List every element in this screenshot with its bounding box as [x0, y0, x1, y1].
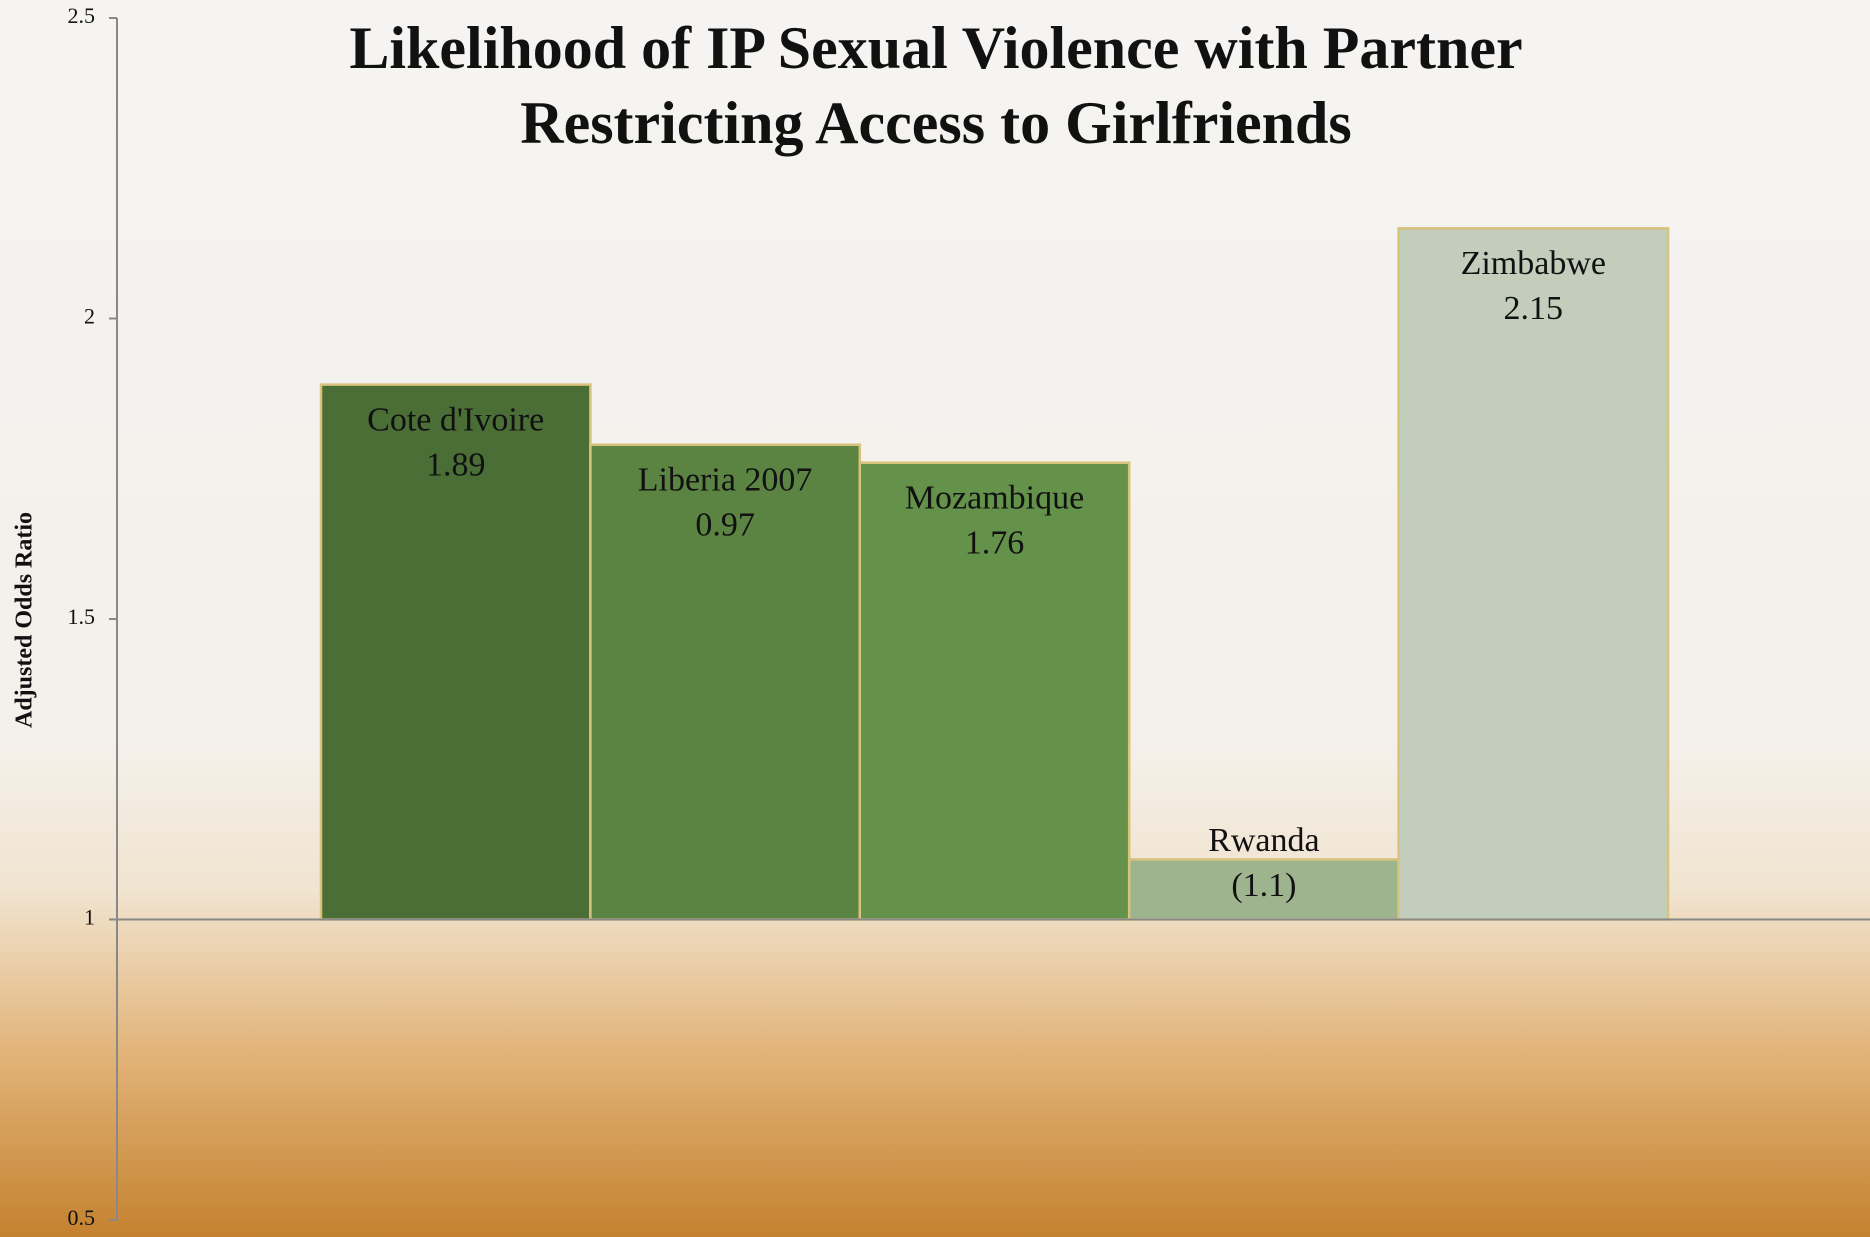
bar-category-label: Liberia 2007	[638, 462, 813, 499]
y-tick-label: 2.5	[68, 3, 96, 28]
bar-value-label: 0.97	[695, 507, 755, 544]
bar-value-label: (1.1)	[1231, 867, 1296, 904]
bar-category-label: Cote d'Ivoire	[367, 401, 544, 438]
chart-title: Restricting Access to Girlfriends	[520, 90, 1351, 156]
bar-category-label: Zimbabwe	[1461, 245, 1606, 282]
y-tick-label: 2	[84, 304, 95, 329]
bar-value-label: 1.76	[965, 525, 1025, 562]
bar-category-label: Rwanda	[1208, 822, 1319, 859]
bar	[1397, 227, 1670, 921]
bar-category-label: Mozambique	[905, 480, 1084, 517]
y-tick-label: 1.5	[68, 604, 96, 629]
bar-value-label: 1.89	[426, 446, 486, 483]
y-tick-label: 1	[84, 905, 95, 930]
y-axis-title: Adjusted Odds Ratio	[12, 512, 38, 728]
chart-title: Likelihood of IP Sexual Violence with Pa…	[349, 15, 1522, 81]
y-tick-label: 0.5	[68, 1205, 96, 1230]
bar-value-label: 2.15	[1504, 290, 1564, 327]
